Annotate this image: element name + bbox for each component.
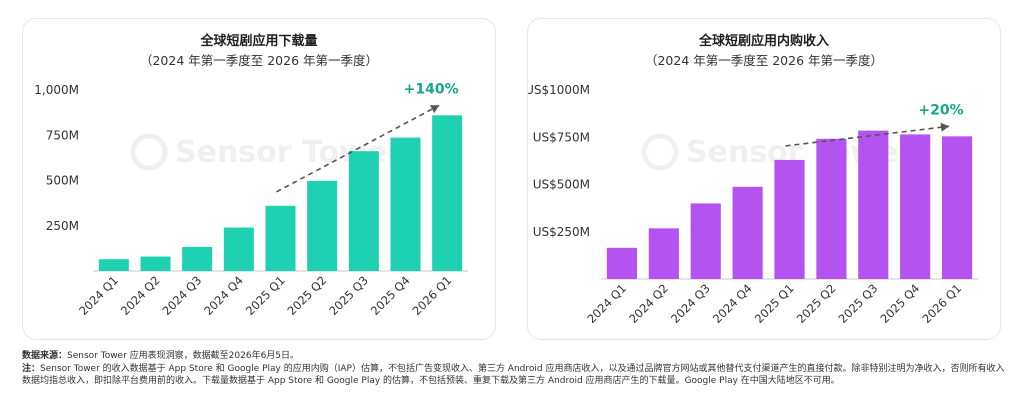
- revenue-x-tick-label: 2024 Q3: [668, 281, 713, 326]
- downloads-bar: [390, 137, 421, 271]
- footnote-source: 数据来源：Sensor Tower 应用表现洞察，数据截至2026年6月5日。: [22, 350, 1012, 363]
- downloads-watermark-logo-icon: [130, 133, 168, 171]
- downloads-x-tick-label: 2026 Q1: [410, 273, 455, 318]
- downloads-bar: [182, 246, 213, 271]
- revenue-chart-title: 全球短剧应用内购收入: [698, 34, 829, 49]
- revenue-x-tick-label: 2025 Q3: [836, 281, 881, 326]
- downloads-bar: [265, 205, 296, 271]
- revenue-x-tick-label: 2024 Q1: [584, 281, 629, 326]
- footnote-note: 注：Sensor Tower 的收入数据基于 App Store 和 Googl…: [22, 363, 1012, 388]
- revenue-bar: [900, 134, 931, 279]
- revenue-bar: [606, 247, 638, 279]
- revenue-x-tick-label: 2024 Q4: [710, 281, 755, 326]
- revenue-y-tick-label: US$750M: [533, 130, 590, 144]
- downloads-x-tick-label: 2025 Q2: [285, 273, 330, 318]
- downloads-x-tick-label: 2024 Q4: [201, 273, 246, 318]
- revenue-x-tick-label: 2025 Q4: [878, 281, 923, 326]
- downloads-x-tick-label: 2024 Q3: [160, 273, 205, 318]
- revenue-chart-plot: Sensor TowerUS$250MUS$500MUS$750MUS$1000…: [528, 83, 978, 326]
- revenue-y-tick-label: US$500M: [533, 178, 590, 192]
- downloads-bar: [140, 256, 171, 271]
- downloads-chart-card: 全球短剧应用下载量 （2024 年第一季度至 2026 年第一季度） Senso…: [22, 18, 496, 340]
- downloads-x-tick-label: 2024 Q1: [76, 273, 121, 318]
- revenue-bar: [858, 130, 889, 279]
- revenue-x-tick-label: 2026 Q1: [919, 281, 964, 326]
- downloads-bar: [432, 115, 463, 271]
- revenue-trend-arrow-line: [785, 125, 950, 147]
- downloads-trend-arrow-head-icon: [429, 105, 440, 114]
- revenue-bar: [732, 186, 763, 279]
- revenue-x-tick-label: 2025 Q2: [794, 281, 839, 326]
- revenue-growth-label: +20%: [918, 102, 963, 118]
- footnote-note-text: Sensor Tower 的收入数据基于 App Store 和 Google …: [22, 363, 1005, 387]
- downloads-bar: [348, 151, 379, 271]
- downloads-y-tick-label: 250M: [46, 219, 79, 233]
- downloads-x-tick-label: 2025 Q3: [326, 273, 371, 318]
- revenue-y-tick-label: US$1000M: [528, 83, 590, 97]
- revenue-bar: [941, 136, 973, 279]
- footnote-note-label: 注：: [22, 363, 41, 374]
- revenue-chart-subtitle: （2024 年第一季度至 2026 年第一季度）: [644, 53, 884, 68]
- revenue-watermark-logo-icon: [641, 133, 679, 171]
- downloads-y-tick-label: 1,000M: [34, 83, 79, 97]
- revenue-bar: [648, 228, 679, 279]
- downloads-bar: [223, 227, 254, 271]
- revenue-y-tick-label: US$250M: [533, 225, 590, 239]
- downloads-chart-subtitle: （2024 年第一季度至 2026 年第一季度）: [139, 53, 379, 68]
- downloads-bar: [307, 180, 338, 271]
- footnote-source-label: 数据来源：: [22, 351, 68, 361]
- revenue-trend-arrow-head-icon: [940, 122, 950, 132]
- downloads-growth-label: +140%: [404, 81, 459, 97]
- downloads-x-tick-label: 2025 Q1: [243, 273, 288, 318]
- downloads-y-tick-label: 750M: [46, 128, 79, 142]
- downloads-x-tick-label: 2025 Q4: [368, 273, 413, 318]
- footnote-source-text: Sensor Tower 应用表现洞察，数据截至2026年6月5日。: [67, 351, 300, 361]
- revenue-bar: [816, 138, 847, 279]
- revenue-bar: [774, 159, 805, 279]
- revenue-x-tick-label: 2024 Q2: [626, 281, 671, 326]
- revenue-bar: [690, 203, 721, 279]
- downloads-x-tick-label: 2024 Q2: [118, 273, 163, 318]
- downloads-chart-title: 全球短剧应用下载量: [200, 34, 318, 49]
- downloads-trend-arrow-line: [276, 104, 440, 193]
- revenue-chart-card: 全球短剧应用内购收入 （2024 年第一季度至 2026 年第一季度） Sens…: [527, 18, 1001, 340]
- downloads-bar: [98, 259, 129, 271]
- footnote: 数据来源：Sensor Tower 应用表现洞察，数据截至2026年6月5日。 …: [22, 350, 1012, 388]
- downloads-y-tick-label: 500M: [46, 174, 79, 188]
- revenue-x-tick-label: 2025 Q1: [752, 281, 797, 326]
